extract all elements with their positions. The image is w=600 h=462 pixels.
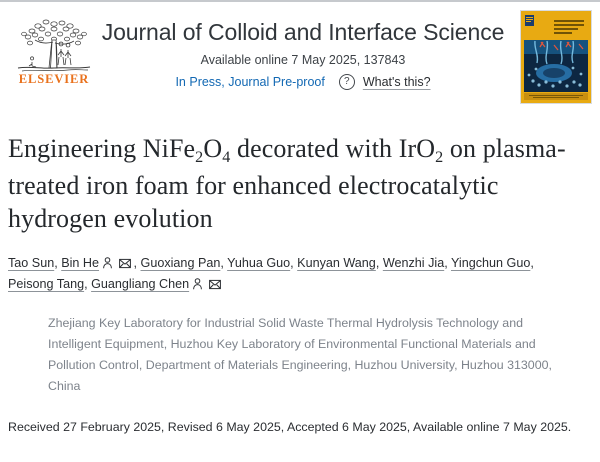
author-separator: ,	[133, 256, 141, 270]
journal-availability: Available online 7 May 2025, 137843	[200, 53, 406, 67]
person-icon	[192, 278, 202, 290]
person-icon	[102, 257, 112, 269]
author-separator: ,	[54, 256, 62, 270]
author-link[interactable]: Yingchun Guo	[450, 256, 531, 270]
author-link[interactable]: Guoxiang Pan	[140, 256, 221, 270]
author-separator: ,	[530, 256, 534, 270]
corresponding-author-icons[interactable]	[99, 253, 134, 274]
journal-info-block: Journal of Colloid and Interface Science…	[100, 18, 506, 90]
author-link[interactable]: Wenzhi Jia	[382, 256, 445, 270]
author-link[interactable]: Bin He	[61, 256, 100, 270]
journal-cover-thumbnail[interactable]	[520, 10, 592, 104]
author-separator: ,	[84, 277, 92, 291]
author-link[interactable]: Kunyan Wang	[297, 256, 376, 270]
author-separator: ,	[290, 256, 298, 270]
author-separator: ,	[375, 256, 383, 270]
envelope-icon[interactable]	[209, 279, 222, 290]
author-link[interactable]: Guangliang Chen	[91, 277, 190, 291]
article-title-text: Engineering NiFe2O4 decorated with IrO2 …	[8, 134, 566, 233]
corresponding-author-icons[interactable]	[189, 274, 224, 295]
article-history: Received 27 February 2025, Revised 6 May…	[8, 420, 572, 434]
elsevier-wordmark: ELSEVIER	[18, 72, 90, 86]
article-title: Engineering NiFe2O4 decorated with IrO2 …	[8, 132, 592, 235]
affiliation: Zhejiang Key Laboratory for Industrial S…	[48, 316, 552, 393]
journal-header: ELSEVIER Journal of Colloid and Interfac…	[0, 2, 600, 110]
whats-this-link[interactable]: What's this?	[362, 75, 431, 89]
author-link[interactable]: Tao Sun	[8, 256, 55, 270]
journal-title[interactable]: Journal of Colloid and Interface Science	[101, 19, 505, 45]
author-list: Tao Sun, Bin He , Guoxiang Pan, Yuhua Gu…	[8, 253, 592, 295]
author-separator: ,	[444, 256, 451, 270]
journal-status-row: In Press, Journal Pre-proof ? What's thi…	[100, 74, 506, 90]
author-separator: ,	[220, 256, 228, 270]
author-link[interactable]: Peisong Tang	[8, 277, 85, 291]
author-link[interactable]: Yuhua Guo	[227, 256, 291, 270]
status-badge: In Press, Journal Pre-proof	[175, 75, 325, 89]
question-circle-icon[interactable]: ?	[338, 74, 355, 90]
elsevier-tree-logo[interactable]	[8, 10, 100, 88]
envelope-icon[interactable]	[119, 258, 131, 269]
